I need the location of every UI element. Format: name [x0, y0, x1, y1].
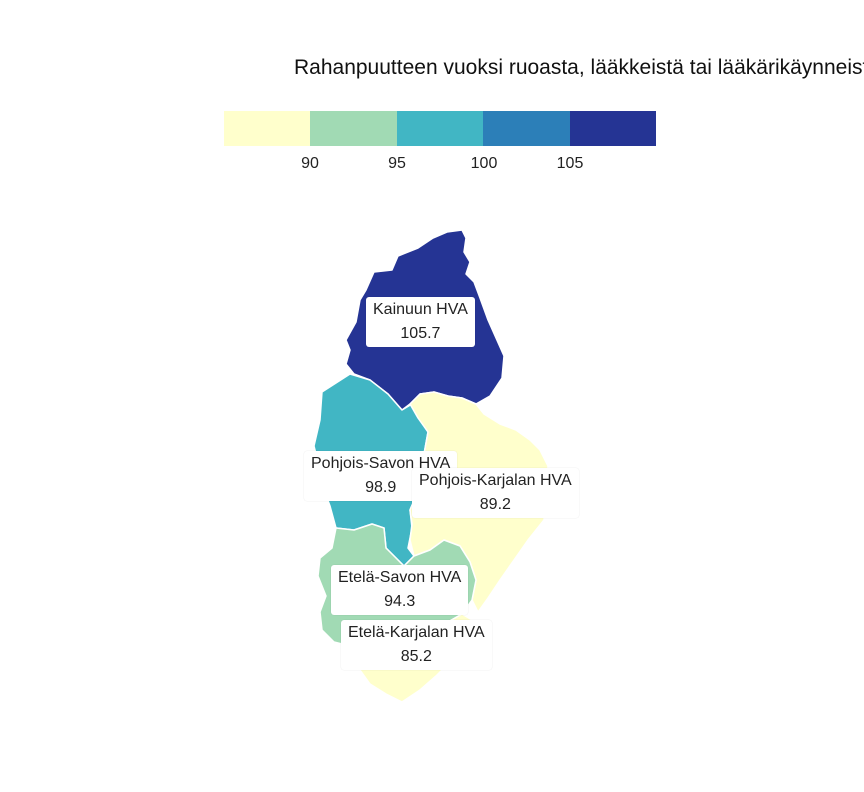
region-label-etela-karjalan-hva: Etelä-Karjalan HVA 85.2	[341, 620, 492, 670]
legend-tick-label: 90	[301, 155, 319, 172]
region-label-kainuun-hva: Kainuun HVA 105.7	[366, 297, 475, 347]
region-name: Etelä-Savon HVA	[338, 569, 462, 586]
legend-tick-label: 100	[470, 155, 498, 172]
region-name: Pohjois-Karjalan HVA	[419, 472, 572, 489]
region-label-etela-savon-hva: Etelä-Savon HVA 94.3	[331, 565, 469, 615]
region-value: 105.7	[400, 325, 441, 342]
legend-swatch-5	[569, 111, 657, 146]
map-title: Rahanpuutteen vuoksi ruoasta, lääkkeistä…	[294, 56, 864, 79]
legend-swatch-4	[483, 111, 570, 146]
legend-tick-label: 95	[388, 155, 406, 172]
legend-swatch-3	[396, 111, 484, 146]
legend-tick-label: 105	[556, 155, 584, 172]
region-value: 89.2	[479, 496, 511, 513]
region-value: 98.9	[365, 479, 397, 496]
region-label-pohjois-karjalan-hva: Pohjois-Karjalan HVA 89.2	[412, 468, 579, 518]
region-value: 85.2	[400, 648, 432, 665]
region-name: Pohjois-Savon HVA	[311, 455, 451, 472]
legend-color-bar	[224, 111, 657, 146]
region-name: Etelä-Karjalan HVA	[348, 624, 485, 641]
region-name: Kainuun HVA	[373, 301, 468, 318]
region-value: 94.3	[384, 593, 416, 610]
legend-swatch-1	[224, 111, 311, 146]
legend-swatch-2	[310, 111, 397, 146]
